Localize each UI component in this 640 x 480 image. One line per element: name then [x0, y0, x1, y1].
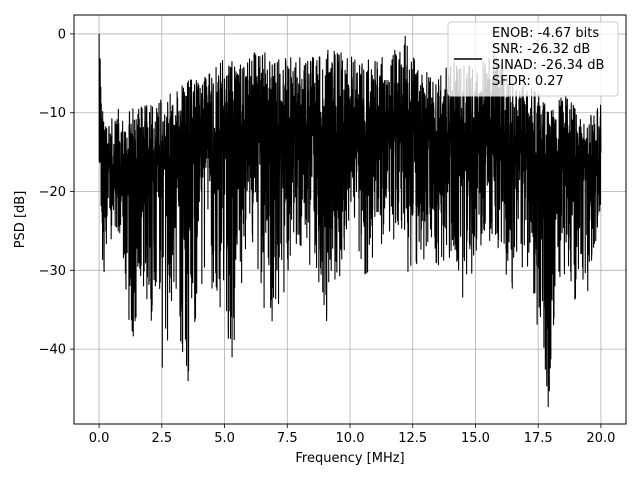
x-tick-label: 0.0: [89, 431, 110, 446]
series-layer: [98, 33, 602, 408]
legend-sfdr: SFDR: 0.27: [492, 74, 564, 89]
x-tick-label: 20.0: [586, 431, 615, 446]
y-axis-label: PSD [dB]: [13, 191, 28, 249]
x-axis-label: Frequency [MHz]: [295, 451, 404, 466]
legend: ENOB: -4.67 bits SNR: -26.32 dB SINAD: -…: [447, 21, 619, 97]
y-tick-label: 0: [58, 27, 66, 42]
psd-series-line: [98, 33, 602, 408]
legend-box: [447, 21, 619, 97]
x-tick-label: 10.0: [336, 431, 365, 446]
y-tick-label: −10: [39, 106, 66, 121]
legend-enob: ENOB: -4.67 bits: [492, 26, 599, 41]
y-tick-label: −30: [39, 264, 66, 279]
legend-sinad: SINAD: -26.34 dB: [492, 58, 604, 73]
y-tick-label: −20: [39, 185, 66, 200]
y-tick-label: −40: [39, 343, 66, 358]
tick-layer: 0.0 2.5 5.0 7.5 10.0 12.5 15.0 17.5 20.0 0 −10 −20 −…: [39, 27, 616, 446]
x-tick-label: 12.5: [398, 431, 427, 446]
x-tick-label: 5.0: [214, 431, 235, 446]
x-tick-label: 15.0: [461, 431, 490, 446]
x-tick-label: 17.5: [524, 431, 553, 446]
x-tick-label: 7.5: [277, 431, 298, 446]
legend-snr: SNR: -26.32 dB: [492, 42, 590, 57]
x-tick-label: 2.5: [151, 431, 172, 446]
